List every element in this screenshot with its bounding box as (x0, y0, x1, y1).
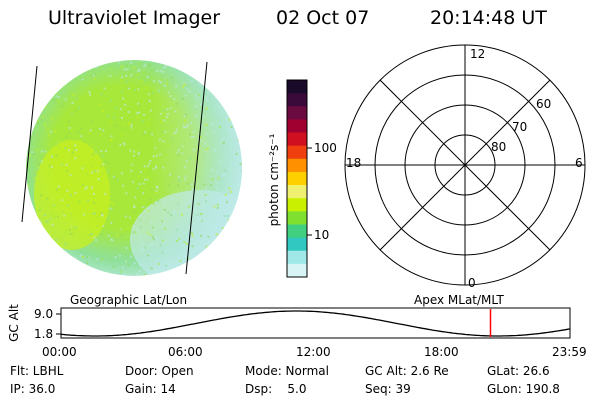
ip-status: IP: 36.0 (10, 382, 56, 396)
glon-status: GLon: 190.8 (487, 382, 560, 396)
lat-label-60: 60 (536, 97, 552, 111)
orbit-ytick-high: 9.0 (34, 307, 54, 321)
door-status: Door: Open (125, 364, 194, 378)
orbit-xtick-2359: 23:59 (552, 345, 587, 359)
colorbar-segment (287, 80, 307, 94)
colorbar-segment (287, 106, 307, 120)
date-label: 02 Oct 07 (276, 7, 370, 29)
colorbar-segment (287, 119, 307, 134)
colorbar-segment (287, 158, 307, 173)
lat-label-80: 80 (491, 140, 507, 154)
orbit-ytick-low: 1.8 (34, 327, 54, 341)
colorbar-segment (287, 211, 307, 225)
colorbar-segment (287, 250, 307, 265)
mlt-label-12: 12 (470, 47, 486, 61)
apex-coord-label: Apex MLat/MLT (414, 293, 504, 307)
lat-label-70: 70 (512, 120, 528, 134)
orbit-xtick-1200: 12:00 (296, 345, 331, 359)
scan-boundary-right-line (185, 61, 208, 275)
colorbar-tick-100: 100 (314, 141, 337, 155)
colorbar-tick-10: 10 (314, 228, 330, 242)
mlt-label-6: 6 (575, 156, 583, 170)
colorbar-segment (287, 198, 307, 212)
orbit-xtick-1800: 18:00 (424, 345, 459, 359)
filter-status: Flt: LBHL (10, 364, 64, 378)
colorbar-segment (287, 237, 307, 252)
colorbar-segment (287, 263, 307, 278)
instrument-title: Ultraviolet Imager (48, 7, 221, 29)
gain-status: Gain: 14 (125, 382, 176, 396)
glat-status: GLat: 26.6 (487, 364, 550, 378)
colorbar-strip (287, 80, 307, 278)
mode-status: Mode: Normal (245, 364, 329, 378)
orbit-xtick-0600: 06:00 (168, 345, 203, 359)
dsp-status: Dsp: 5.0 (245, 382, 307, 396)
colorbar-segment (287, 185, 307, 199)
time-label: 20:14:48 UT (430, 7, 547, 29)
gc-alt-status: GC Alt: 2.6 Re (365, 364, 449, 378)
mlt-label-0: 0 (468, 276, 476, 290)
earth-disk (26, 60, 242, 276)
altitude-curve (60, 310, 571, 337)
seq-status: Seq: 39 (365, 382, 411, 396)
colorbar-segment (287, 171, 307, 186)
orbit-ylabel: GC Alt (7, 304, 21, 342)
geographic-coord-label: Geographic Lat/Lon (70, 293, 188, 307)
colorbar-segment (287, 145, 307, 160)
colorbar-segment (287, 224, 307, 239)
colorbar-unit-label: photon cm⁻²s⁻¹ (267, 133, 281, 227)
colorbar-segment (287, 132, 307, 147)
colorbar-segment (287, 93, 307, 107)
orbit-xtick-0000: 00:00 (42, 345, 77, 359)
mlt-label-18: 18 (346, 156, 362, 170)
scan-boundary-left-line (21, 65, 38, 223)
